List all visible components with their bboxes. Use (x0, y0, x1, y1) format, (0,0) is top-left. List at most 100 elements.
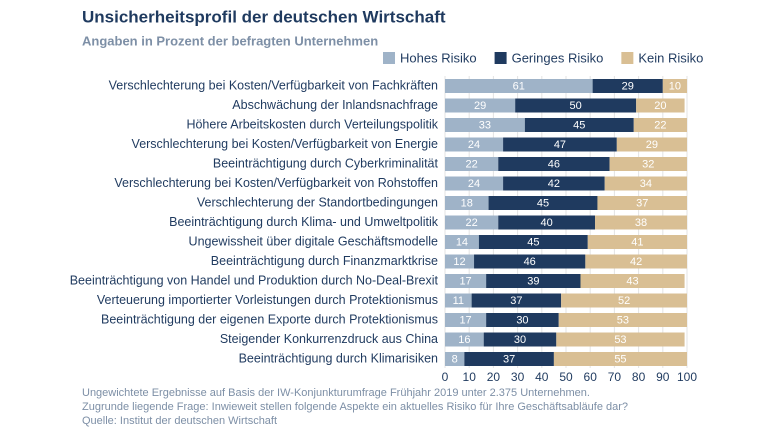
data-label: 53 (617, 314, 629, 326)
legend-swatch (383, 52, 395, 64)
data-label: 38 (635, 217, 647, 229)
bar-segment (498, 215, 596, 230)
bar-segment (592, 79, 663, 93)
bar-segment (556, 332, 685, 347)
bar-segment (503, 176, 605, 191)
data-label: 46 (524, 256, 536, 268)
bar-segment (445, 332, 484, 347)
bar-segment (633, 118, 687, 132)
x-tick-label: 70 (608, 370, 622, 384)
data-label: 29 (474, 100, 486, 112)
data-label: 39 (527, 275, 539, 287)
bar-segment (445, 313, 487, 327)
bar-segment (445, 79, 593, 93)
data-label: 22 (465, 217, 477, 229)
y-tick-label: Beeinträchtigung durch Cyberkriminalität (213, 156, 439, 170)
data-label: 24 (468, 139, 480, 151)
data-label: 42 (548, 178, 560, 190)
bar-segment (515, 98, 637, 113)
bar-segment (445, 137, 504, 152)
bar-segment (445, 98, 516, 113)
bar-segment (503, 137, 617, 152)
y-tick-label: Verschlechterung der Standortbedingungen (197, 195, 438, 209)
data-label: 61 (513, 80, 525, 92)
bar-segment (553, 352, 687, 366)
bar-segment (595, 215, 687, 230)
data-label: 42 (630, 256, 642, 268)
footnote: Zugrunde liegende Frage: Inwieweit stell… (82, 401, 628, 413)
bar-segment (488, 196, 598, 210)
y-tick-label: Beeinträchtigung durch Finanzmarktkrise (211, 254, 438, 268)
bar-segment (445, 118, 525, 132)
data-label: 37 (636, 197, 648, 209)
data-label: 29 (646, 139, 658, 151)
bar-segment (486, 313, 559, 327)
y-tick-label: Ungewissheit über digitale Geschäftsmode… (189, 234, 438, 248)
chart-subtitle: Angaben in Prozent der befragten Unterne… (82, 33, 378, 48)
bar-segment (498, 157, 610, 171)
bar-segment (609, 157, 687, 171)
x-tick-label: 10 (463, 370, 477, 384)
data-label: 16 (458, 334, 470, 346)
legend-label: Hohes Risiko (400, 50, 477, 65)
legend-label: Kein Risiko (638, 50, 703, 65)
y-tick-label: Steigender Konkurrenzdruck aus China (220, 332, 438, 346)
bar-segment (558, 313, 687, 327)
bar-segment (445, 215, 499, 230)
bar-segment (445, 254, 475, 269)
y-tick-label: Beeinträchtigung durch Klima- und Umwelt… (169, 215, 439, 229)
x-tick-label: 40 (535, 370, 549, 384)
data-label: 45 (537, 197, 549, 209)
bar-segment (636, 98, 685, 113)
x-tick-label: 80 (632, 370, 646, 384)
data-label: 22 (465, 158, 477, 170)
y-tick-label: Beeinträchtigung der eigenen Exporte dur… (101, 312, 438, 326)
footnote: Ungewichtete Ergebnisse auf Basis der IW… (82, 387, 590, 399)
data-label: 17 (459, 275, 471, 287)
y-tick-label: Höhere Arbeitskosten durch Verteilungspo… (186, 117, 438, 131)
bar-segment (483, 332, 557, 347)
x-tick-label: 90 (656, 370, 670, 384)
data-label: 45 (527, 236, 539, 248)
chart-title: Unsicherheitsprofil der deutschen Wirtsc… (82, 7, 446, 26)
bar-segment (561, 293, 687, 308)
data-label: 50 (570, 100, 582, 112)
x-tick-label: 30 (511, 370, 525, 384)
bar-segment (616, 137, 687, 152)
bar-segment (585, 254, 687, 269)
data-label: 43 (626, 275, 638, 287)
bar-segment (604, 176, 687, 191)
footnote: Quelle: Institut der deutschen Wirtschaf… (82, 415, 277, 427)
x-tick-label: 20 (487, 370, 501, 384)
data-label: 29 (622, 80, 634, 92)
x-tick-label: 50 (559, 370, 573, 384)
bar-segment (486, 274, 581, 288)
x-tick-label: 60 (584, 370, 598, 384)
data-label: 30 (514, 334, 526, 346)
bar-segment (464, 352, 554, 366)
data-label: 37 (503, 353, 515, 365)
legend-swatch (621, 52, 634, 64)
data-label: 40 (541, 217, 553, 229)
bar-segment (445, 293, 472, 308)
x-tick-label: 100 (677, 370, 697, 384)
bar-segment (445, 352, 465, 366)
y-tick-label: Verschlechterung bei Kosten/Verfügbarkei… (109, 78, 438, 92)
bar-segment (471, 293, 562, 308)
data-label: 17 (459, 314, 471, 326)
data-label: 53 (614, 334, 626, 346)
data-label: 8 (452, 353, 458, 365)
bar-segment (524, 118, 634, 132)
y-tick-label: Beeinträchtigung durch Klimarisiken (239, 351, 438, 365)
y-tick-label: Abschwächung der Inlandsnachfrage (232, 98, 438, 112)
bar-segment (445, 274, 487, 288)
data-label: 52 (618, 295, 630, 307)
bar-segment (587, 235, 687, 249)
data-label: 11 (453, 295, 464, 307)
y-tick-label: Beeinträchtigung von Handel und Produkti… (70, 273, 439, 287)
data-label: 12 (453, 256, 465, 268)
data-label: 55 (614, 353, 626, 365)
bar-segment (662, 79, 687, 93)
data-label: 20 (654, 100, 666, 112)
